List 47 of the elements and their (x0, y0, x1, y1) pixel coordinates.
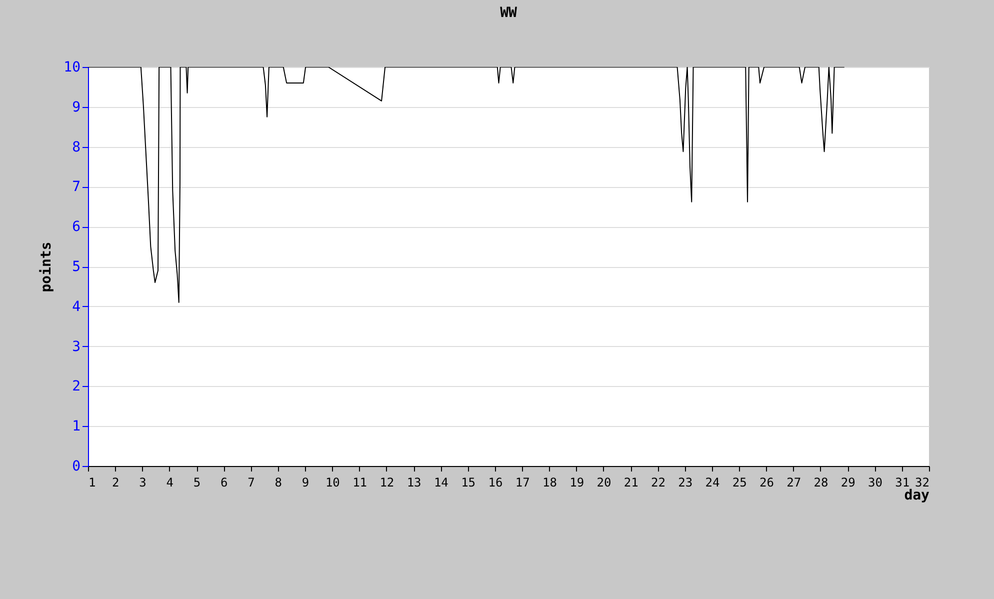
y-tick-label: 4 (72, 298, 80, 315)
x-tick-label: 17 (515, 476, 530, 490)
x-tick-label: 11 (352, 476, 368, 490)
x-tick-label: 16 (488, 476, 503, 490)
y-tick-label: 9 (72, 99, 80, 116)
x-tick-label: 23 (678, 476, 693, 490)
x-tick-label: 25 (732, 476, 747, 490)
line-series (88, 67, 845, 303)
x-tick-label: 2 (112, 476, 120, 490)
y-tick-label: 6 (72, 219, 80, 236)
x-tick-label: 24 (705, 476, 720, 490)
x-tick-label: 20 (596, 476, 612, 490)
x-tick-label: 6 (220, 476, 228, 490)
y-tick-label: 7 (72, 179, 80, 196)
x-tick-label: 18 (542, 476, 557, 490)
x-tick-label: 21 (624, 476, 638, 490)
x-tick-label: 3 (139, 476, 146, 490)
x-tick-label: 29 (840, 476, 856, 490)
y-tick-label: 10 (64, 60, 80, 76)
y-tick-label: 3 (72, 338, 80, 355)
x-tick-label: 32 (915, 476, 930, 490)
x-tick-label: 8 (274, 476, 282, 490)
x-tick-label: 5 (193, 476, 201, 490)
x-axis-title: day (904, 488, 930, 504)
x-tick-label: 30 (868, 476, 882, 490)
x-tick-label: 14 (434, 476, 448, 490)
y-tick-label: 5 (72, 259, 80, 275)
x-tick-label: 28 (814, 476, 828, 490)
x-tick-label: 26 (760, 476, 774, 490)
x-tick-label: 7 (248, 476, 255, 490)
y-tick-label: 2 (72, 378, 80, 395)
x-tick-label: 19 (570, 476, 584, 490)
x-tick-label: 12 (380, 476, 394, 490)
x-tick-label: 10 (325, 476, 340, 490)
x-tick-label: 13 (406, 476, 422, 490)
y-tick-label: 1 (72, 418, 80, 435)
x-tick-label: 15 (461, 476, 476, 490)
chart-title: WW (500, 5, 518, 21)
y-tick-label: 8 (72, 139, 80, 156)
x-tick-label: 4 (166, 476, 174, 490)
x-tick-label: 31 (895, 476, 910, 490)
x-tick-label: 1 (88, 476, 96, 490)
x-tick-label: 9 (302, 476, 310, 490)
x-tick-label: 22 (650, 476, 666, 490)
x-tick-label: 27 (786, 476, 802, 490)
y-tick-label: 0 (72, 458, 80, 474)
y-axis-title: points (38, 242, 55, 292)
